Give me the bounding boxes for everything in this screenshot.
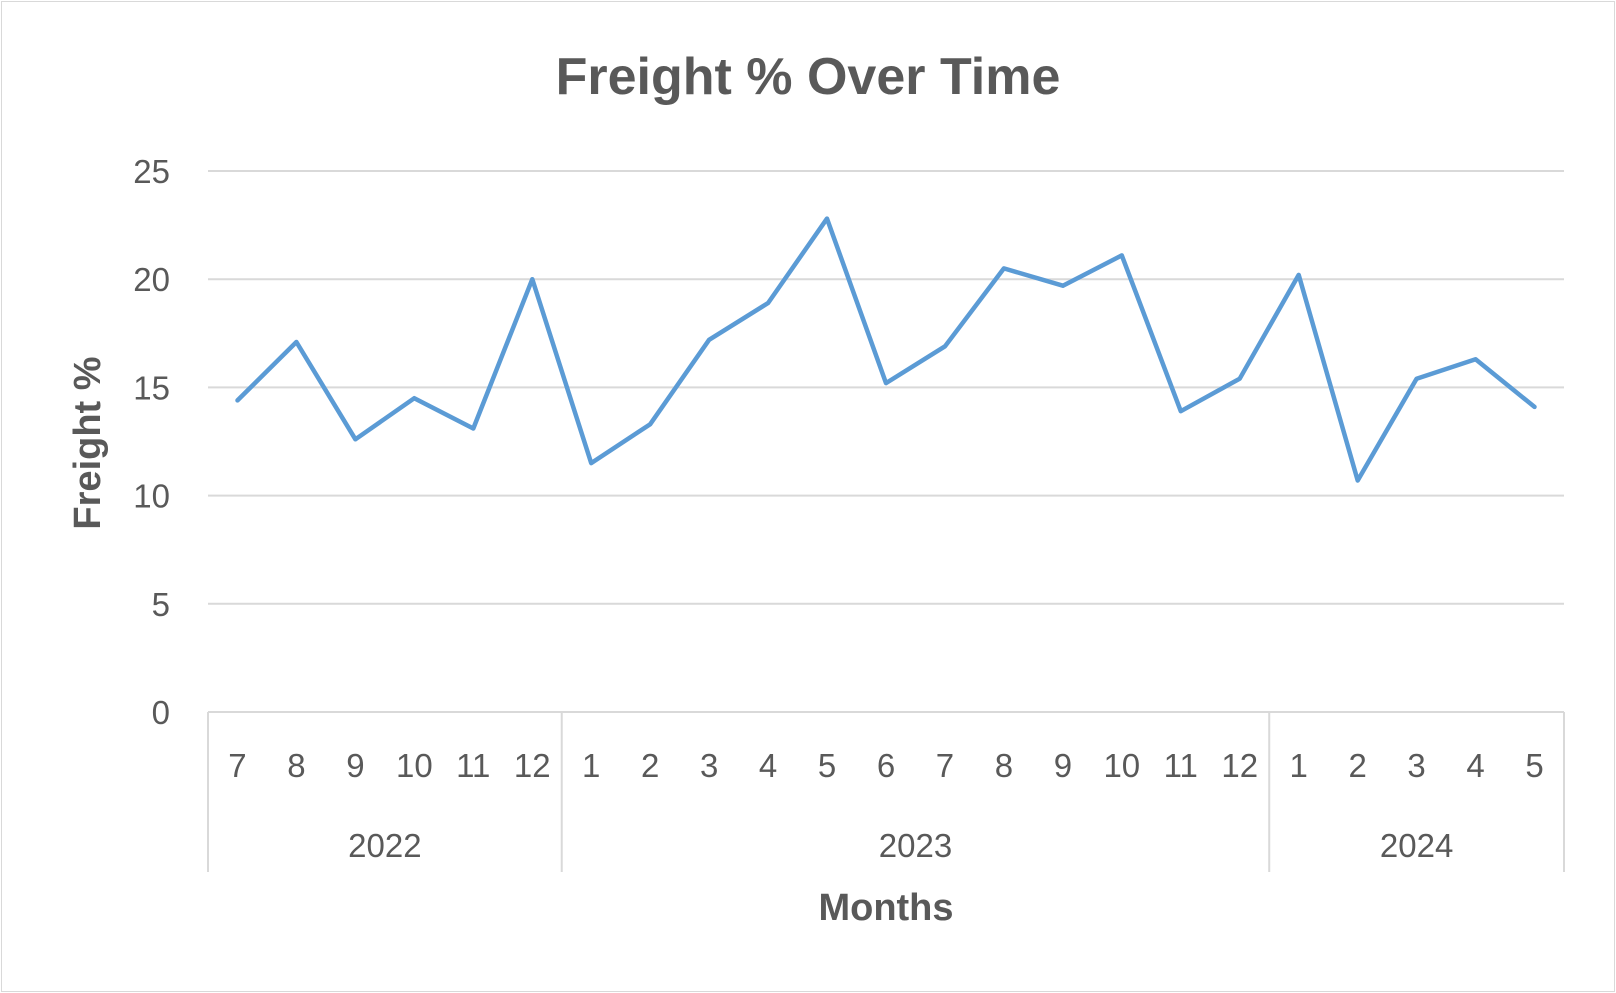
y-tick-label: 5 xyxy=(152,586,170,623)
y-axis-tick-labels: 0 5 10 15 20 25 xyxy=(133,153,170,731)
x-tick-label: 1 xyxy=(582,747,600,784)
y-axis-title: Freight % xyxy=(67,356,109,529)
series-layer xyxy=(235,216,1537,483)
x-tick-label: 10 xyxy=(396,747,433,784)
x-group-label: 2023 xyxy=(879,827,952,864)
x-tick-label: 5 xyxy=(818,747,836,784)
x-tick-label: 8 xyxy=(995,747,1013,784)
x-tick-label: 2 xyxy=(641,747,659,784)
x-tick-label: 9 xyxy=(346,747,364,784)
y-tick-label: 10 xyxy=(133,478,170,515)
x-tick-label: 11 xyxy=(1164,747,1198,784)
x-tick-label: 10 xyxy=(1103,747,1140,784)
y-tick-label: 25 xyxy=(133,153,170,190)
x-tick-label: 4 xyxy=(759,747,777,784)
x-tick-label: 3 xyxy=(1407,747,1425,784)
x-tick-label: 7 xyxy=(936,747,954,784)
x-axis-title: Months xyxy=(818,887,953,929)
x-tick-label: 12 xyxy=(514,747,551,784)
x-tick-label: 8 xyxy=(287,747,305,784)
x-tick-label: 9 xyxy=(1054,747,1072,784)
chart-title: Freight % Over Time xyxy=(556,48,1061,106)
y-tick-label: 15 xyxy=(133,369,170,406)
y-tick-label: 20 xyxy=(133,261,170,298)
x-tick-label: 3 xyxy=(700,747,718,784)
x-tick-label: 1 xyxy=(1290,747,1308,784)
x-tick-label: 6 xyxy=(877,747,895,784)
x-group-label: 2022 xyxy=(348,827,421,864)
x-tick-label: 5 xyxy=(1525,747,1543,784)
y-tick-label: 0 xyxy=(152,694,170,731)
x-tick-label: 4 xyxy=(1466,747,1484,784)
series-line xyxy=(235,216,1537,483)
x-tick-label: 12 xyxy=(1221,747,1258,784)
x-tick-label: 2 xyxy=(1348,747,1366,784)
x-tick-label: 11 xyxy=(456,747,490,784)
gridlines xyxy=(208,170,1564,713)
x-group-label: 2024 xyxy=(1380,827,1453,864)
x-tick-label: 7 xyxy=(228,747,246,784)
